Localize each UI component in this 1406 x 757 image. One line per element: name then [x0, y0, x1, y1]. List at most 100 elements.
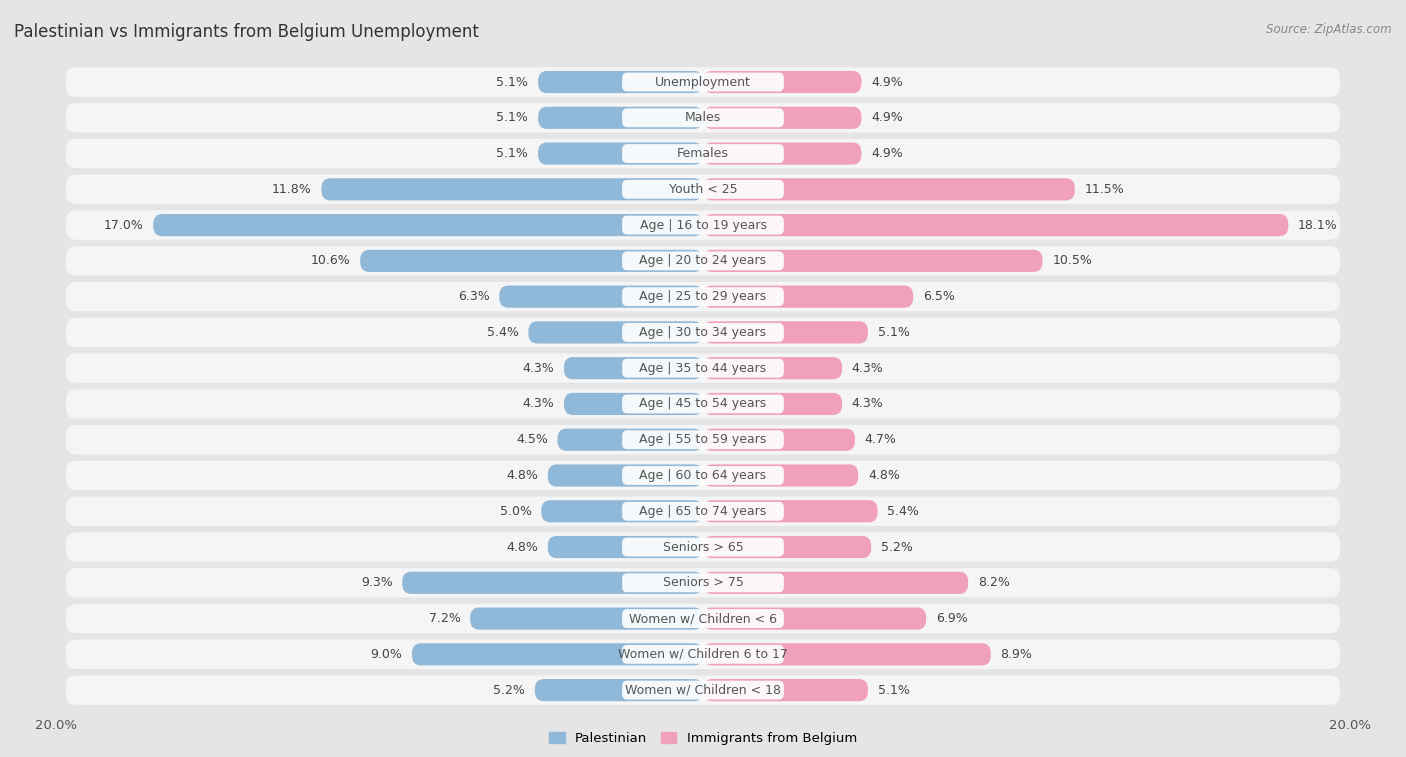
FancyBboxPatch shape — [529, 321, 703, 344]
FancyBboxPatch shape — [621, 681, 785, 699]
FancyBboxPatch shape — [703, 428, 855, 451]
FancyBboxPatch shape — [548, 464, 703, 487]
FancyBboxPatch shape — [153, 214, 703, 236]
FancyBboxPatch shape — [621, 73, 785, 92]
FancyBboxPatch shape — [703, 142, 862, 165]
Text: 8.2%: 8.2% — [979, 576, 1010, 589]
FancyBboxPatch shape — [621, 502, 785, 521]
FancyBboxPatch shape — [564, 357, 703, 379]
FancyBboxPatch shape — [402, 572, 703, 594]
FancyBboxPatch shape — [66, 103, 1340, 132]
Text: 5.1%: 5.1% — [496, 147, 529, 160]
FancyBboxPatch shape — [621, 466, 785, 485]
FancyBboxPatch shape — [621, 573, 785, 592]
Text: 6.3%: 6.3% — [458, 290, 489, 303]
Text: 9.3%: 9.3% — [361, 576, 392, 589]
Text: 5.1%: 5.1% — [877, 326, 910, 339]
FancyBboxPatch shape — [703, 393, 842, 415]
FancyBboxPatch shape — [621, 359, 785, 378]
FancyBboxPatch shape — [703, 679, 868, 701]
FancyBboxPatch shape — [558, 428, 703, 451]
FancyBboxPatch shape — [703, 464, 858, 487]
FancyBboxPatch shape — [621, 323, 785, 342]
Text: 6.9%: 6.9% — [936, 612, 967, 625]
FancyBboxPatch shape — [703, 536, 872, 558]
FancyBboxPatch shape — [538, 142, 703, 165]
Text: 18.1%: 18.1% — [1298, 219, 1337, 232]
FancyBboxPatch shape — [703, 71, 862, 93]
FancyBboxPatch shape — [66, 640, 1340, 669]
FancyBboxPatch shape — [66, 497, 1340, 526]
Legend: Palestinian, Immigrants from Belgium: Palestinian, Immigrants from Belgium — [544, 727, 862, 750]
Text: 5.1%: 5.1% — [877, 684, 910, 696]
Text: Women w/ Children < 18: Women w/ Children < 18 — [626, 684, 780, 696]
Text: 4.9%: 4.9% — [872, 147, 903, 160]
FancyBboxPatch shape — [322, 178, 703, 201]
FancyBboxPatch shape — [534, 679, 703, 701]
FancyBboxPatch shape — [66, 318, 1340, 347]
Text: 4.7%: 4.7% — [865, 433, 897, 446]
FancyBboxPatch shape — [703, 214, 1288, 236]
Text: Age | 65 to 74 years: Age | 65 to 74 years — [640, 505, 766, 518]
Text: 6.5%: 6.5% — [922, 290, 955, 303]
Text: 5.2%: 5.2% — [494, 684, 526, 696]
Text: Women w/ Children 6 to 17: Women w/ Children 6 to 17 — [619, 648, 787, 661]
Text: 4.3%: 4.3% — [523, 362, 554, 375]
Text: 10.6%: 10.6% — [311, 254, 350, 267]
FancyBboxPatch shape — [703, 178, 1074, 201]
FancyBboxPatch shape — [66, 461, 1340, 491]
FancyBboxPatch shape — [621, 144, 785, 163]
FancyBboxPatch shape — [548, 536, 703, 558]
FancyBboxPatch shape — [703, 643, 991, 665]
Text: 7.2%: 7.2% — [429, 612, 461, 625]
FancyBboxPatch shape — [412, 643, 703, 665]
FancyBboxPatch shape — [66, 210, 1340, 240]
Text: Age | 55 to 59 years: Age | 55 to 59 years — [640, 433, 766, 446]
Text: Males: Males — [685, 111, 721, 124]
Text: 4.8%: 4.8% — [868, 469, 900, 482]
FancyBboxPatch shape — [66, 675, 1340, 705]
FancyBboxPatch shape — [538, 107, 703, 129]
FancyBboxPatch shape — [66, 532, 1340, 562]
Text: Age | 45 to 54 years: Age | 45 to 54 years — [640, 397, 766, 410]
FancyBboxPatch shape — [499, 285, 703, 308]
Text: 5.1%: 5.1% — [496, 76, 529, 89]
Text: Age | 60 to 64 years: Age | 60 to 64 years — [640, 469, 766, 482]
FancyBboxPatch shape — [703, 572, 969, 594]
FancyBboxPatch shape — [621, 251, 785, 270]
Text: 5.1%: 5.1% — [496, 111, 529, 124]
FancyBboxPatch shape — [621, 287, 785, 306]
Text: 10.5%: 10.5% — [1052, 254, 1092, 267]
Text: Source: ZipAtlas.com: Source: ZipAtlas.com — [1267, 23, 1392, 36]
FancyBboxPatch shape — [703, 607, 927, 630]
Text: 4.9%: 4.9% — [872, 76, 903, 89]
Text: 4.3%: 4.3% — [852, 362, 883, 375]
FancyBboxPatch shape — [703, 321, 868, 344]
Text: Age | 30 to 34 years: Age | 30 to 34 years — [640, 326, 766, 339]
Text: 8.9%: 8.9% — [1001, 648, 1032, 661]
Text: 5.4%: 5.4% — [486, 326, 519, 339]
Text: Age | 16 to 19 years: Age | 16 to 19 years — [640, 219, 766, 232]
Text: 5.4%: 5.4% — [887, 505, 920, 518]
Text: 4.5%: 4.5% — [516, 433, 548, 446]
Text: 4.9%: 4.9% — [872, 111, 903, 124]
Text: 4.3%: 4.3% — [523, 397, 554, 410]
Text: 5.2%: 5.2% — [880, 540, 912, 553]
FancyBboxPatch shape — [66, 246, 1340, 276]
FancyBboxPatch shape — [621, 216, 785, 235]
FancyBboxPatch shape — [703, 285, 914, 308]
FancyBboxPatch shape — [538, 71, 703, 93]
FancyBboxPatch shape — [621, 394, 785, 413]
FancyBboxPatch shape — [703, 357, 842, 379]
FancyBboxPatch shape — [66, 425, 1340, 454]
FancyBboxPatch shape — [621, 430, 785, 449]
Text: Palestinian vs Immigrants from Belgium Unemployment: Palestinian vs Immigrants from Belgium U… — [14, 23, 479, 41]
FancyBboxPatch shape — [621, 108, 785, 127]
FancyBboxPatch shape — [360, 250, 703, 272]
FancyBboxPatch shape — [66, 389, 1340, 419]
FancyBboxPatch shape — [66, 175, 1340, 204]
Text: 11.8%: 11.8% — [271, 183, 312, 196]
Text: Unemployment: Unemployment — [655, 76, 751, 89]
FancyBboxPatch shape — [703, 250, 1043, 272]
FancyBboxPatch shape — [66, 67, 1340, 97]
